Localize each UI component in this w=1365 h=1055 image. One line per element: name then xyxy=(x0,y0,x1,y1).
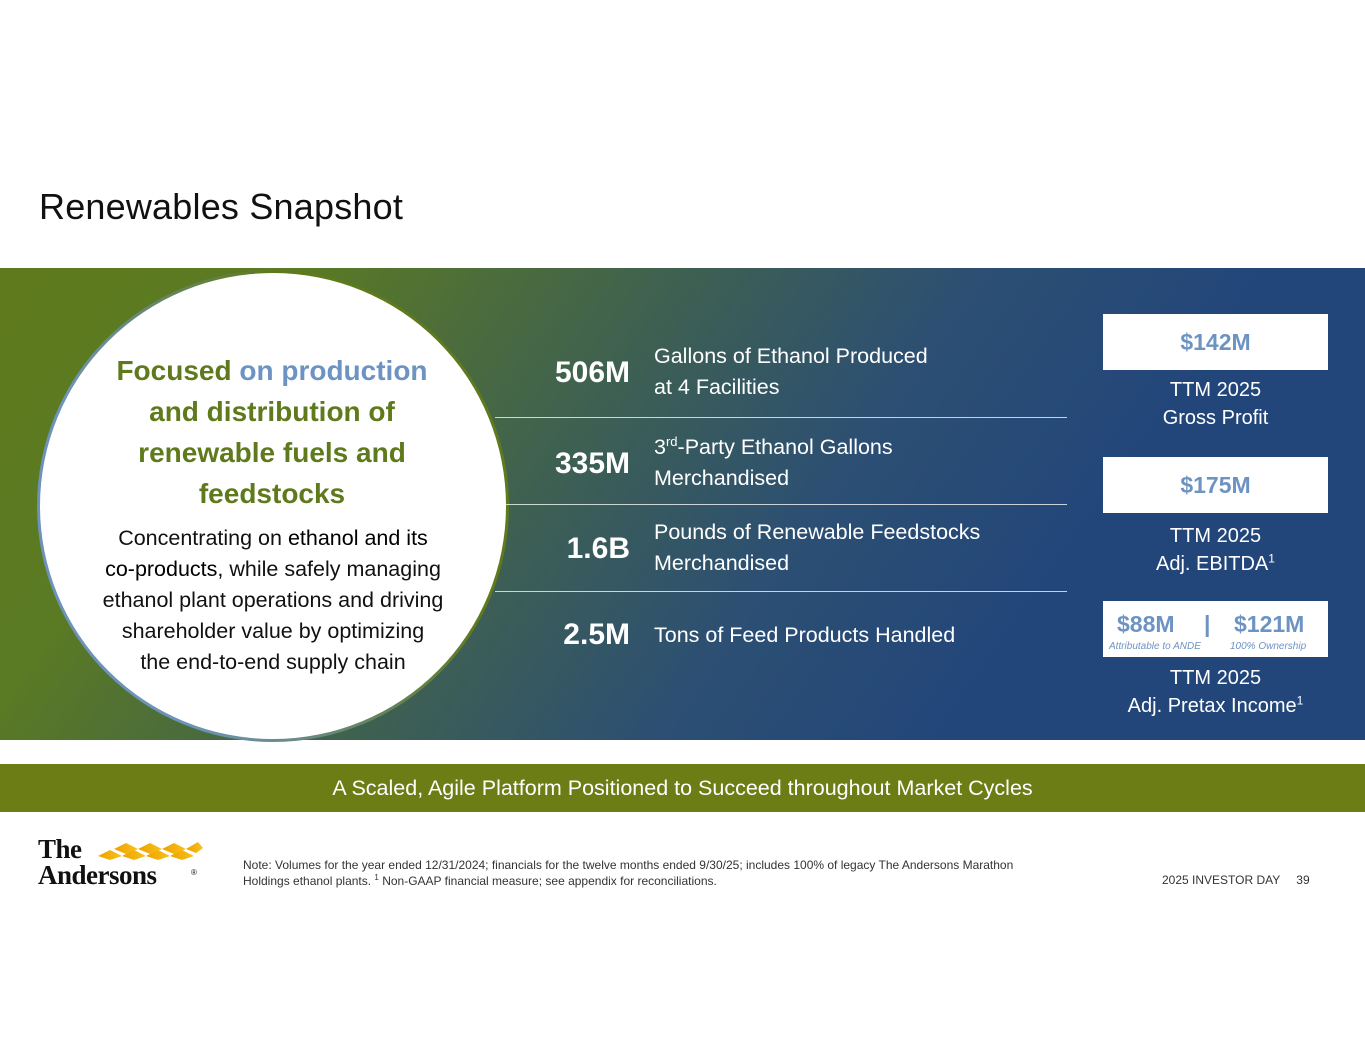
metric-value: 335M xyxy=(554,447,630,480)
metric-feed-products: 2.5M Tons of Feed Products Handled xyxy=(495,600,1067,686)
kpi-value: $142M xyxy=(1180,329,1251,355)
metric-ethanol-produced: 506M Gallons of Ethanol Produced at 4 Fa… xyxy=(495,336,1067,422)
footnote: Note: Volumes for the year ended 12/31/2… xyxy=(243,858,1014,888)
kpi-caption-ownership: 100% Ownership xyxy=(1230,641,1307,652)
kpi-ebitda-label: TTM 2025 Adj. EBITDA1 xyxy=(1156,525,1275,575)
kpi-value-ownership: $121M xyxy=(1234,611,1305,637)
metric-divider xyxy=(495,591,1067,592)
headline-feedstocks: feedstocks xyxy=(198,478,346,509)
metric-divider xyxy=(495,417,1067,418)
kpi-pretax-label: TTM 2025 Adj. Pretax Income1 xyxy=(1127,667,1304,717)
metric-third-party-gallons: 335M 3rd-Party Ethanol Gallons Merchandi… xyxy=(495,427,1067,513)
metric-description: Tons of Feed Products Handled xyxy=(654,623,956,647)
event-name: 2025 INVESTOR DAY xyxy=(1162,873,1281,887)
kpi-gross-profit-label: TTM 2025 Gross Profit xyxy=(1162,379,1269,429)
metric-value: 506M xyxy=(554,356,630,389)
headline-renewable: renewable fuels and xyxy=(138,437,406,468)
banner-text: A Scaled, Agile Platform Positioned to S… xyxy=(332,776,1033,800)
metric-value: 2.5M xyxy=(563,618,630,651)
metric-description: 3rd-Party Ethanol Gallons Merchandised xyxy=(654,433,893,490)
circle-body-text: Concentrating on ethanol and its co-prod… xyxy=(102,526,444,674)
headline-distribution: and distribution of xyxy=(149,396,395,427)
company-logo: The Andersons ® xyxy=(38,834,203,890)
page-number: 39 xyxy=(1296,873,1310,887)
kpi-caption-attributable: Attributable to ANDE xyxy=(1109,641,1201,652)
page-title: Renewables Snapshot xyxy=(39,186,404,227)
kpi-ebitda-box: $175M xyxy=(1103,457,1328,513)
focus-circle xyxy=(40,273,506,739)
logo-line2: Andersons xyxy=(38,860,157,890)
kpi-pretax-box: $88M | $121M Attributable to ANDE 100% O… xyxy=(1103,601,1328,657)
headline-production: on production xyxy=(231,355,428,386)
metric-divider xyxy=(495,504,1067,505)
kpi-separator: | xyxy=(1204,611,1211,637)
headline-focused: Focused xyxy=(116,355,232,386)
metric-description: Gallons of Ethanol Produced at 4 Facilit… xyxy=(654,344,928,399)
tagline-banner: A Scaled, Agile Platform Positioned to S… xyxy=(0,764,1365,812)
logo-registered: ® xyxy=(191,868,197,877)
footer-right: 2025 INVESTOR DAY 39 xyxy=(1162,873,1310,887)
kpi-gross-profit-box: $142M xyxy=(1103,314,1328,370)
metric-feedstocks: 1.6B Pounds of Renewable Feedstocks Merc… xyxy=(495,512,1067,598)
metric-description: Pounds of Renewable Feedstocks Merchandi… xyxy=(654,520,981,575)
wheat-icon xyxy=(98,842,203,860)
logo-line1: The xyxy=(38,834,82,864)
kpi-value: $175M xyxy=(1180,472,1251,498)
circle-headline: Focused on production and distribution o… xyxy=(92,350,452,514)
metric-value: 1.6B xyxy=(566,532,630,565)
kpi-value-attributable: $88M xyxy=(1117,611,1175,637)
